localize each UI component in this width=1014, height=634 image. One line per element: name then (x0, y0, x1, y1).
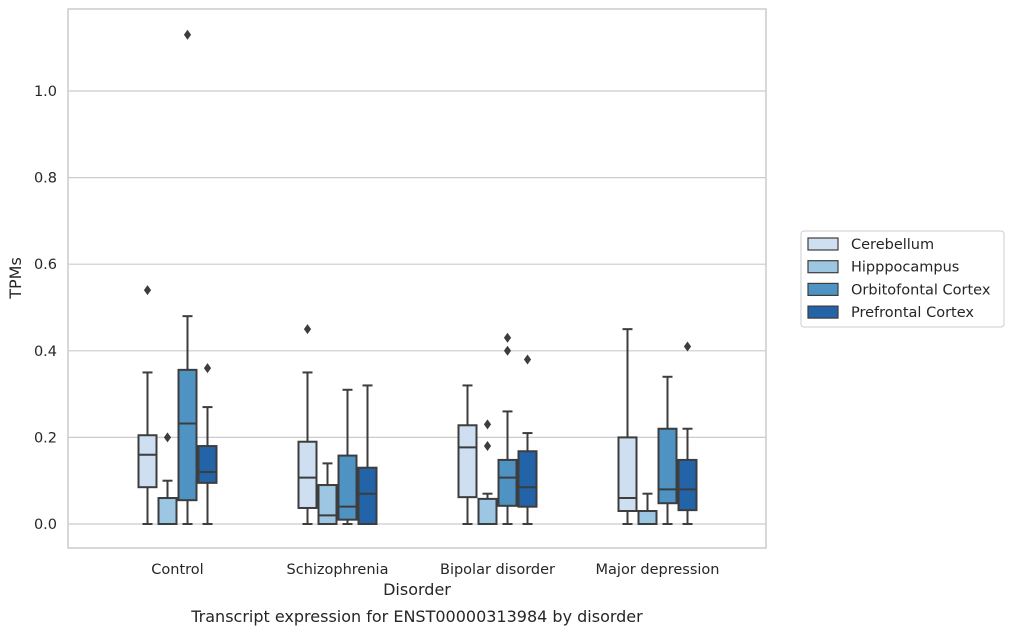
outlier-point (143, 285, 152, 296)
box-1-0 (297, 324, 318, 525)
x-tick-label: Major depression (596, 562, 720, 578)
plot-frame (67, 8, 767, 549)
outlier-point (483, 419, 492, 430)
box-iqr (137, 434, 158, 489)
y-tick-label: 0.4 (34, 344, 57, 360)
outlier-point (503, 345, 512, 356)
legend-swatch (807, 260, 839, 274)
box-0-1 (157, 432, 178, 525)
box-0-3 (197, 363, 218, 525)
box-iqr (457, 424, 478, 499)
legend-swatch (807, 237, 839, 251)
box-1-1 (317, 462, 338, 525)
box-2-2 (497, 332, 518, 525)
box-2-1 (477, 419, 498, 525)
box-iqr (297, 440, 318, 509)
legend-swatch (807, 282, 839, 296)
box-0-2 (177, 29, 198, 525)
y-tick-label: 0.8 (34, 171, 57, 187)
box-iqr (617, 436, 638, 513)
legend-label: Hipppocampus (851, 260, 959, 276)
outlier-point (203, 363, 212, 374)
chart-caption: Transcript expression for ENST0000031398… (190, 607, 643, 626)
outlier-point (483, 441, 492, 452)
box-iqr (517, 450, 538, 508)
box-1-2 (337, 388, 358, 525)
legend-label: Cerebellum (851, 237, 934, 253)
y-axis-ticks: 0.0 0.2 0.4 0.6 0.8 1.0 (34, 84, 57, 533)
y-tick-label: 0.6 (34, 257, 57, 273)
outlier-point (683, 341, 692, 352)
box-3-2 (657, 375, 678, 525)
legend-label: Prefrontal Cortex (851, 305, 974, 321)
x-axis-ticks: Control Schizophrenia Bipolar disorder Majo… (151, 562, 719, 578)
box-iqr (197, 445, 218, 484)
box-2-3 (517, 354, 538, 525)
box-3-3 (677, 341, 698, 525)
box-3-1 (637, 492, 658, 526)
y-tick-label: 0.2 (34, 430, 57, 446)
box-2-0 (457, 384, 478, 525)
x-tick-label: Schizophrenia (287, 562, 389, 578)
y-tick-label: 1.0 (34, 84, 57, 100)
outlier-point (163, 432, 172, 443)
box-iqr (677, 458, 698, 512)
legend-frame (800, 230, 1005, 328)
x-tick-label: Bipolar disorder (440, 562, 555, 578)
box-plot-area (137, 29, 698, 526)
box-0-0 (137, 285, 158, 525)
box-iqr (357, 466, 378, 525)
y-axis-label: TPMs (6, 257, 25, 300)
legend-label: Orbitofontal Cortex (851, 282, 991, 298)
legend-swatch (807, 305, 839, 319)
x-tick-label: Control (151, 562, 203, 578)
outlier-point (183, 29, 192, 40)
box-iqr (337, 454, 358, 521)
box-iqr (317, 484, 338, 525)
outlier-point (303, 324, 312, 335)
box-iqr (497, 458, 518, 507)
box-iqr (477, 497, 498, 525)
box-iqr (637, 510, 658, 526)
y-tick-label: 0.0 (34, 517, 57, 533)
outlier-point (503, 332, 512, 343)
box-iqr (657, 427, 678, 505)
box-3-0 (617, 328, 638, 525)
legend: Cerebellum Hipppocampus Orbitofontal Corte… (800, 230, 1005, 328)
x-axis-label: Disorder (383, 580, 451, 599)
box-1-3 (357, 384, 378, 525)
outlier-point (523, 354, 532, 365)
box-iqr (157, 497, 178, 525)
box-iqr (177, 368, 198, 502)
